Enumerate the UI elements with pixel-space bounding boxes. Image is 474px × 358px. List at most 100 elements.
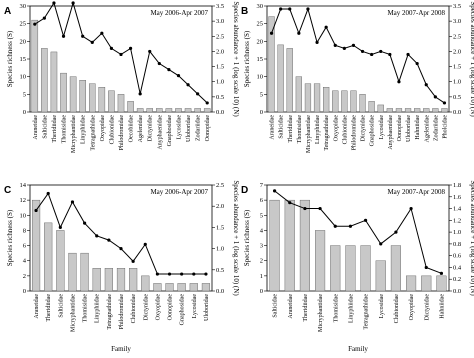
line-marker <box>70 200 75 204</box>
x-tick-label: Clubionidae <box>131 294 137 324</box>
y2-tick-label: 1.4 <box>453 206 462 213</box>
y2-tick-label: 2.0 <box>216 48 224 55</box>
x-tick-label: Araneidae <box>33 115 39 140</box>
bar <box>269 199 280 292</box>
y-tick-label: 4 <box>23 258 27 265</box>
x-tick-label: Clubionidae <box>342 115 348 145</box>
y2-tick-label: 0.0 <box>216 288 224 295</box>
bar <box>315 230 326 292</box>
x-tick-label: Clubionidae <box>109 115 115 145</box>
x-tick-label: Uloboridae <box>204 294 210 321</box>
bar <box>50 51 58 113</box>
bar <box>146 108 154 113</box>
y2-tick-label: 0.0 <box>453 109 461 116</box>
x-tick-label: Lycosidae <box>379 115 385 140</box>
bar <box>141 275 150 292</box>
y2-tick-label: 0.8 <box>453 241 461 248</box>
x-tick-label: Anyphaenidae <box>388 115 394 150</box>
line-marker <box>34 208 38 213</box>
y-tick-label: 8 <box>23 227 26 234</box>
y-tick-label: 0 <box>23 288 26 295</box>
x-tick-label: Araneidae <box>34 294 40 319</box>
x-tick-label: Araneidae <box>270 115 276 140</box>
x-tick-label: Theridiidae <box>52 115 58 143</box>
y2-tick-label: 1.6 <box>453 194 462 201</box>
y-tick-label: 10 <box>257 74 264 81</box>
y-tick-label: 25 <box>20 21 27 28</box>
line-marker <box>192 272 196 276</box>
line-marker <box>46 191 50 196</box>
x-tick-label: Oecobiidae <box>129 115 135 143</box>
y2-tick-label: 1.0 <box>453 229 461 236</box>
y-tick-label: 15 <box>20 56 27 63</box>
line-marker <box>342 46 346 51</box>
bar <box>368 101 375 113</box>
line-marker <box>397 80 401 84</box>
annotation: May 2007-Apr 2008 <box>387 188 445 196</box>
y2-axis-title: Species abundance + 1 (log scale 10) (N) <box>469 1 474 117</box>
line-marker <box>424 83 428 87</box>
y-tick-label: 0 <box>23 109 26 116</box>
x-tick-label: Theridiidae <box>303 294 309 322</box>
line-marker <box>90 40 94 44</box>
bar <box>80 252 89 292</box>
y2-tick-label: 0.5 <box>453 94 461 101</box>
y2-tick-label: 3.0 <box>453 18 461 25</box>
y-tick-label: 6 <box>260 197 264 204</box>
line-marker <box>288 201 292 205</box>
y-tick-label: 4 <box>260 227 264 234</box>
y2-tick-label: 0.0 <box>216 109 224 116</box>
line-marker <box>333 43 337 47</box>
y-tick-label: 2 <box>23 273 26 280</box>
line-marker <box>406 52 410 57</box>
bar <box>377 104 384 113</box>
annotation: May 2006-Apr 2007 <box>150 9 208 17</box>
bar <box>432 108 439 113</box>
y2-tick-label: 0.6 <box>453 253 462 260</box>
bar <box>189 283 198 292</box>
panel: 0 5 10 15 20 25 30 0.0 0.5 1.0 1.5 2.0 2.5 3.0 3.5 Aran… <box>241 1 474 153</box>
line-marker <box>379 49 383 54</box>
line-marker <box>279 7 283 11</box>
x-tick-label: Pholcidae <box>442 115 448 139</box>
y2-tick-label: 2.5 <box>453 33 461 40</box>
x-tick-label: Philodromidae <box>119 294 125 330</box>
line-marker <box>95 234 99 238</box>
y2-tick-label: 2.5 <box>216 182 224 189</box>
bar <box>31 199 41 292</box>
line-marker <box>143 242 147 246</box>
bar <box>341 90 348 113</box>
y2-tick-label: 2.5 <box>216 33 224 40</box>
line-marker <box>303 206 307 211</box>
x-tick-label: Theridiidae <box>46 294 52 322</box>
panel: 0 1 2 3 4 5 6 7 0.0 0.2 0.4 0.6 0.8 1.0 1.2 1.4 1.6 1.8 Sa… <box>241 180 474 353</box>
line-marker <box>42 16 46 20</box>
bar <box>360 245 371 292</box>
bar <box>423 108 430 113</box>
line-marker <box>424 265 428 270</box>
line-marker <box>33 22 37 26</box>
line <box>274 190 442 274</box>
line-marker <box>363 218 368 222</box>
line-marker <box>288 7 292 11</box>
x-tick-label: Salticidae <box>42 115 48 139</box>
x-tick-label: Lycosidae <box>379 294 385 319</box>
line-marker <box>315 40 319 44</box>
bar <box>345 245 356 292</box>
bar <box>277 44 284 113</box>
bar <box>395 108 403 113</box>
y-tick-label: 30 <box>257 3 264 10</box>
y-axis-title: Species richness (S) <box>6 30 14 87</box>
bar <box>194 108 201 113</box>
x-tick-label: Uloboridae <box>186 115 192 142</box>
x-tick-label: Lycosidae <box>176 115 182 140</box>
y2-tick-label: 1.5 <box>453 64 461 71</box>
bar <box>184 108 192 113</box>
x-tick-label: Oxyopidae <box>333 115 339 142</box>
annotation: May 2006-Apr 2007 <box>150 188 208 196</box>
line-marker <box>81 34 85 38</box>
x-tick-label: Salticidae <box>279 115 285 139</box>
bar <box>156 108 163 113</box>
bar <box>284 199 295 292</box>
y-tick-label: 5 <box>260 212 263 219</box>
